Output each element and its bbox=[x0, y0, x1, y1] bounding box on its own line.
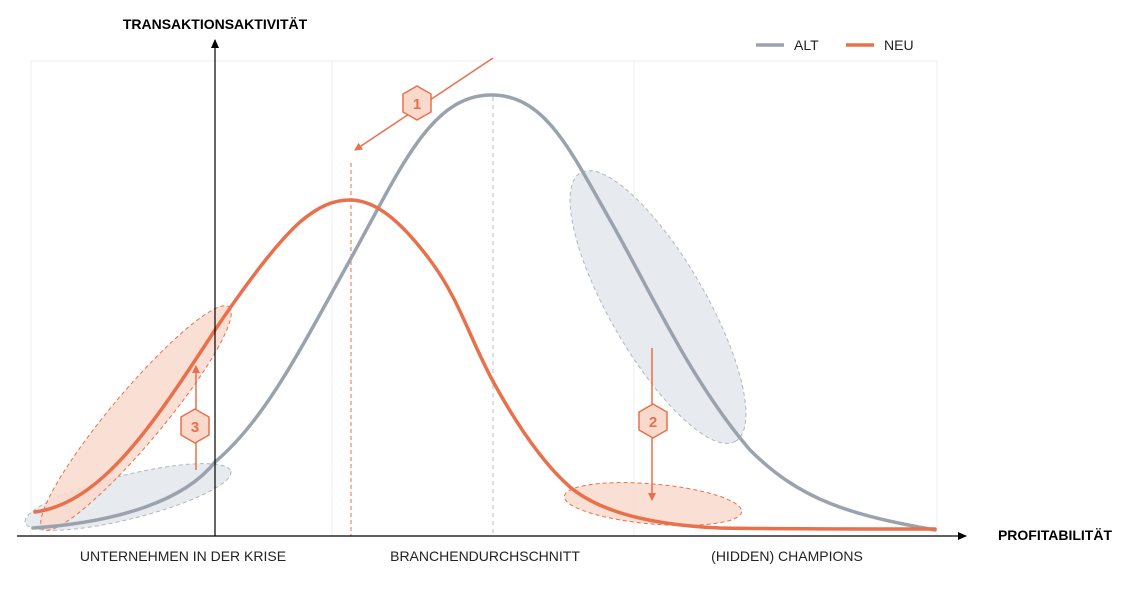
region-label-champions: (HIDDEN) CHAMPIONS bbox=[711, 548, 863, 564]
marker-label-3: 3 bbox=[191, 419, 199, 436]
region-label-average: BRANCHENDURCHSCHNITT bbox=[390, 548, 580, 564]
marker-badge-1: 1 bbox=[402, 85, 432, 121]
neu-highlight-champions bbox=[563, 482, 743, 526]
y-axis-title: TRANSAKTIONSAKTIVITÄT bbox=[123, 16, 308, 32]
marker-label-1: 1 bbox=[413, 96, 421, 113]
marker-badge-3: 3 bbox=[180, 408, 210, 444]
alt-curve bbox=[31, 93, 937, 532]
legend: ALT NEU bbox=[756, 37, 914, 53]
x-axis-title: PROFITABILITÄT bbox=[998, 527, 1113, 543]
marker-label-2: 2 bbox=[649, 414, 657, 431]
legend-neu-label: NEU bbox=[884, 37, 914, 53]
region-label-crisis: UNTERNEHMEN IN DER KRISE bbox=[80, 548, 286, 564]
legend-alt-label: ALT bbox=[794, 37, 819, 53]
marker-badge-2: 2 bbox=[638, 403, 668, 439]
plot-frame bbox=[30, 60, 938, 537]
